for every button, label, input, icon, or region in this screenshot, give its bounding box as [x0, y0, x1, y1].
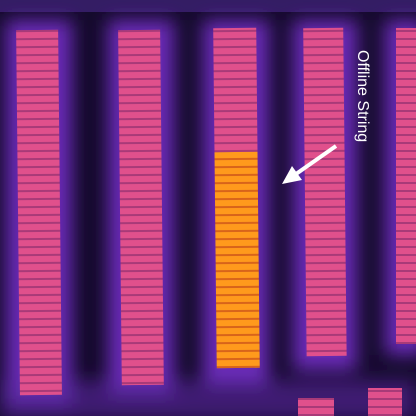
- top-frame: [0, 0, 416, 12]
- panel-string: [298, 398, 334, 416]
- panel-string: [368, 388, 402, 416]
- panel-strings: [16, 27, 416, 416]
- heat-glow: [0, 20, 416, 416]
- annotation: Offline String: [354, 50, 371, 142]
- panel-string: [118, 29, 164, 386]
- arrow: [282, 144, 338, 184]
- panel-string: [16, 29, 62, 396]
- panel-string: [396, 28, 416, 344]
- offline-panel-string: [213, 27, 260, 369]
- panel-string: [303, 27, 347, 357]
